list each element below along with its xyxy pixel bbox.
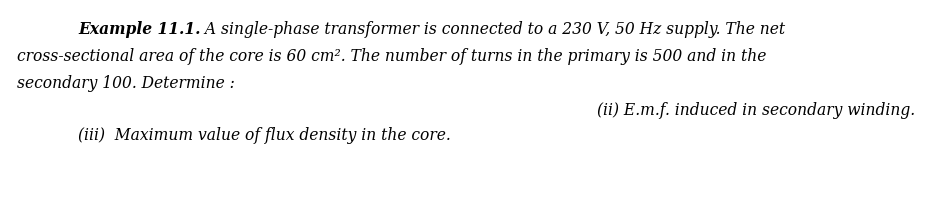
Text: (iii)  Maximum value of flux density in the core.: (iii) Maximum value of flux density in t…	[78, 127, 451, 144]
Text: A single-phase transformer is connected to a 230 V, 50 Hz supply. The net: A single-phase transformer is connected …	[200, 21, 786, 38]
Text: (ii) E.m.f. induced in secondary winding.: (ii) E.m.f. induced in secondary winding…	[596, 102, 915, 119]
Text: secondary 100. Determine :: secondary 100. Determine :	[17, 75, 235, 92]
Text: cross-sectional area of the core is 60 cm². The number of turns in the primary i: cross-sectional area of the core is 60 c…	[17, 48, 766, 65]
Text: Example 11.1.: Example 11.1.	[78, 21, 200, 38]
